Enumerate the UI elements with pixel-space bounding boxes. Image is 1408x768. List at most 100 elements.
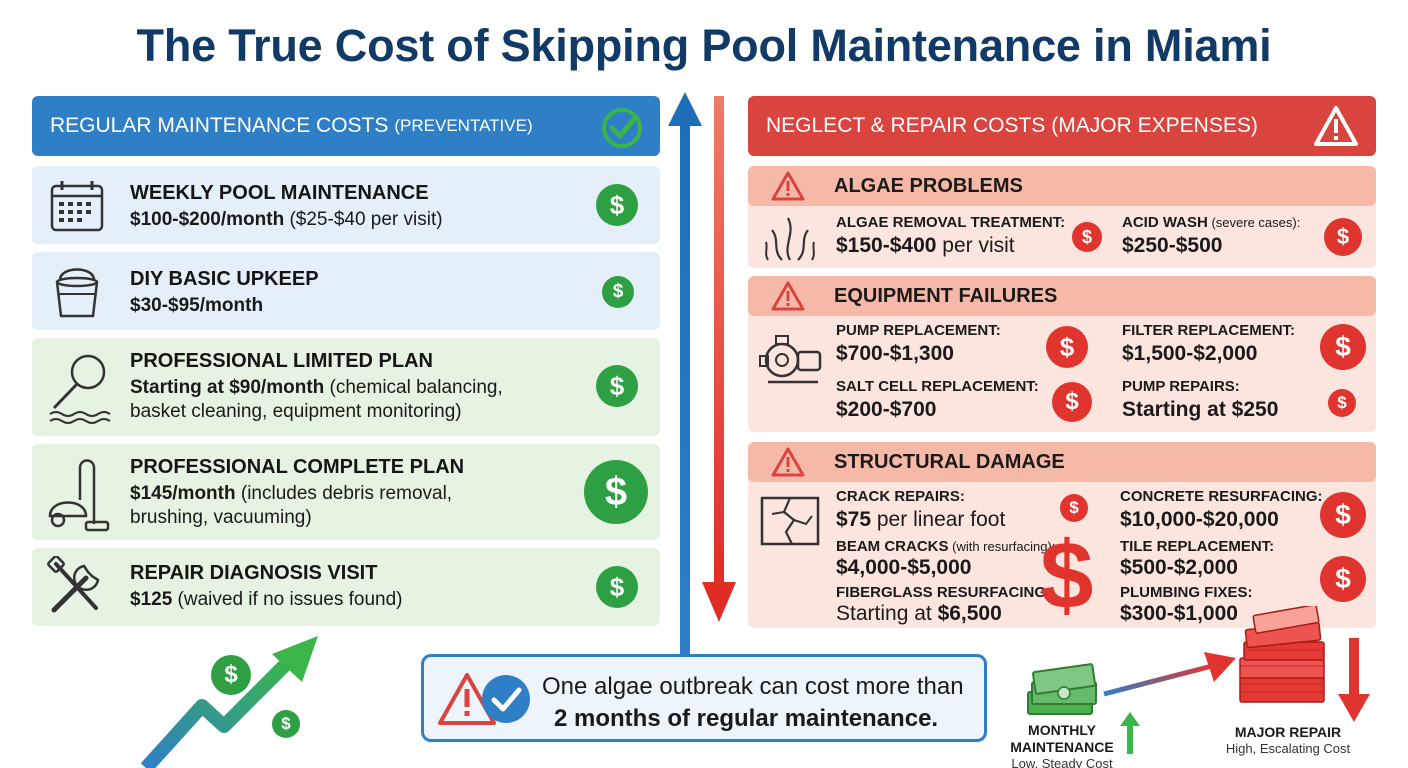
card-price: Starting at $90/month bbox=[130, 377, 325, 398]
dollar-icon: $ bbox=[602, 276, 634, 308]
card-complete-plan: PROFESSIONAL COMPLETE PLAN $145/month (i… bbox=[32, 444, 660, 540]
card-title: PROFESSIONAL LIMITED PLAN bbox=[130, 350, 433, 372]
card-price-line: Starting at $90/month (chemical balancin… bbox=[130, 376, 503, 400]
value-text: $150-$400 bbox=[836, 234, 937, 257]
growth-arrow-icon bbox=[140, 636, 318, 768]
label-text: BEAM CRACKS bbox=[836, 538, 949, 555]
label-text: ACID WASH bbox=[1122, 214, 1208, 231]
seaweed-icon bbox=[765, 217, 815, 261]
card-repair-diagnosis: REPAIR DIAGNOSIS VISIT $125 (waived if n… bbox=[32, 548, 660, 626]
right-header-main: NEGLECT & REPAIR COSTS bbox=[766, 114, 1046, 137]
dollar-icon: $ bbox=[584, 460, 648, 524]
card-detail: (chemical balancing, bbox=[324, 377, 503, 398]
calendar-icon bbox=[50, 181, 104, 232]
warning-triangle-icon bbox=[771, 447, 805, 477]
algae-bar: ALGAE PROBLEMS bbox=[748, 166, 1376, 206]
card-title: REPAIR DIAGNOSIS VISIT bbox=[130, 562, 378, 584]
dollar-icon: $ bbox=[1320, 556, 1366, 602]
left-header-main: REGULAR MAINTENANCE COSTS bbox=[50, 114, 389, 137]
algae-item-value: $150-$400 per visit bbox=[836, 234, 1015, 258]
card-weekly-maintenance: WEEKLY POOL MAINTENANCE $100-$200/month … bbox=[32, 166, 660, 244]
structural-title: STRUCTURAL DAMAGE bbox=[834, 451, 1065, 473]
card-detail-line2: brushing, vacuuming) bbox=[130, 507, 312, 528]
structural-item-value: $500-$2,000 bbox=[1120, 556, 1238, 579]
algae-item-label: ACID WASH (severe cases): bbox=[1122, 214, 1300, 231]
small-up-arrow-icon bbox=[1120, 712, 1140, 754]
cash-stack-icon bbox=[1027, 663, 1097, 715]
structural-item-label: CRACK REPAIRS: bbox=[836, 488, 965, 505]
card-price: $125 bbox=[130, 589, 173, 610]
right-header-sub: (MAJOR EXPENSES) bbox=[1051, 114, 1258, 137]
warning-triangle-icon bbox=[438, 673, 496, 725]
card-title: WEEKLY POOL MAINTENANCE bbox=[130, 182, 429, 204]
value-suffix: per visit bbox=[936, 234, 1015, 257]
card-price-line: $30-$95/month bbox=[130, 294, 263, 318]
left-header: REGULAR MAINTENANCE COSTS (PREVENTATIVE) bbox=[32, 96, 660, 156]
card-limited-plan: PROFESSIONAL LIMITED PLAN Starting at $9… bbox=[32, 338, 660, 436]
down-arrow bbox=[702, 96, 736, 622]
center-arrows bbox=[668, 92, 736, 658]
dollar-icon: $ bbox=[211, 655, 251, 695]
structural-item-label: BEAM CRACKS (with resurfacing): bbox=[836, 538, 1055, 555]
warning-triangle-icon bbox=[771, 171, 805, 201]
bucket-icon bbox=[55, 268, 99, 318]
checkmark-circle-icon bbox=[602, 108, 642, 148]
card-title: DIY BASIC UPKEEP bbox=[130, 268, 319, 290]
card-price: $30-$95/month bbox=[130, 295, 264, 316]
value-text: $75 bbox=[836, 508, 872, 531]
callout-line-1: One algae outbreak can cost more than bbox=[542, 673, 964, 700]
left-header-sub: (PREVENTATIVE) bbox=[394, 116, 533, 135]
structural-item-value: $300-$1,000 bbox=[1120, 602, 1238, 625]
dollar-icon: $ bbox=[1324, 218, 1362, 256]
structural-item-label: CONCRETE RESURFACING: bbox=[1120, 488, 1323, 505]
monthly-sub: Low, Steady Cost bbox=[1011, 756, 1113, 768]
warning-triangle-icon bbox=[771, 281, 805, 311]
dollar-icon: $ bbox=[272, 710, 300, 738]
value-text: $6,500 bbox=[937, 602, 1002, 625]
page-title: The True Cost of Skipping Pool Maintenan… bbox=[136, 20, 1272, 71]
structural-bar: STRUCTURAL DAMAGE bbox=[748, 442, 1376, 482]
value-prefix: Starting at bbox=[836, 602, 938, 625]
label-note: (severe cases): bbox=[1207, 215, 1301, 230]
card-price: $100-$200/month bbox=[130, 209, 285, 230]
structural-item-value: $10,000-$20,000 bbox=[1120, 508, 1279, 531]
algae-item-label: ALGAE REMOVAL TREATMENT: bbox=[836, 214, 1066, 231]
pool-net-icon bbox=[49, 354, 111, 424]
structural-item-label: FIBERGLASS RESURFACING: bbox=[836, 584, 1052, 601]
equipment-title: EQUIPMENT FAILURES bbox=[834, 285, 1058, 307]
card-detail-line2: basket cleaning, equipment monitoring) bbox=[130, 401, 462, 422]
up-arrow bbox=[668, 92, 702, 658]
money-pile-icon bbox=[1239, 606, 1325, 703]
check-circle-icon bbox=[482, 675, 530, 723]
card-price-line: $145/month (includes debris removal, bbox=[130, 482, 452, 506]
dollar-icon: $ bbox=[1052, 382, 1092, 422]
callout-line-2: 2 months of regular maintenance. bbox=[554, 705, 939, 732]
structural-item-label: TILE REPLACEMENT: bbox=[1120, 538, 1275, 555]
card-diy-upkeep: DIY BASIC UPKEEP $30-$95/month $ bbox=[32, 252, 660, 330]
cracked-wall-icon bbox=[760, 496, 820, 546]
dollar-icon: $ bbox=[596, 566, 638, 608]
major-repair-sub: High, Escalating Cost bbox=[1225, 741, 1351, 756]
card-detail: ($25-$40 per visit) bbox=[284, 209, 443, 230]
dollar-icon: $ bbox=[596, 184, 638, 226]
equipment-item-label: PUMP REPAIRS: bbox=[1122, 378, 1240, 395]
card-price: $145/month bbox=[130, 483, 236, 504]
card-detail: (waived if no issues found) bbox=[172, 589, 403, 610]
monthly-label-1: MONTHLY bbox=[1028, 722, 1096, 738]
equipment-bar: EQUIPMENT FAILURES bbox=[748, 276, 1376, 316]
structural-item-value: Starting at $6,500 bbox=[836, 602, 1002, 626]
dollar-icon: $ bbox=[1320, 324, 1366, 370]
algae-title: ALGAE PROBLEMS bbox=[834, 175, 1023, 197]
escalation-arrow-icon bbox=[1103, 652, 1236, 697]
equipment-item-label: SALT CELL REPLACEMENT: bbox=[836, 378, 1039, 395]
equipment-item-value: $200-$700 bbox=[836, 398, 937, 421]
card-detail: (includes debris removal, bbox=[235, 483, 453, 504]
dollar-icon: $ bbox=[1320, 492, 1366, 538]
structural-item-value: $4,000-$5,000 bbox=[836, 556, 972, 579]
dollar-icon: $ bbox=[1072, 222, 1102, 252]
right-header: NEGLECT & REPAIR COSTS (MAJOR EXPENSES) bbox=[748, 96, 1376, 156]
label-note: (with resurfacing): bbox=[948, 539, 1056, 554]
card-price-line: $125 (waived if no issues found) bbox=[130, 588, 403, 612]
dollar-icon: $ bbox=[1328, 389, 1356, 417]
dollar-icon: $ bbox=[1060, 494, 1088, 522]
